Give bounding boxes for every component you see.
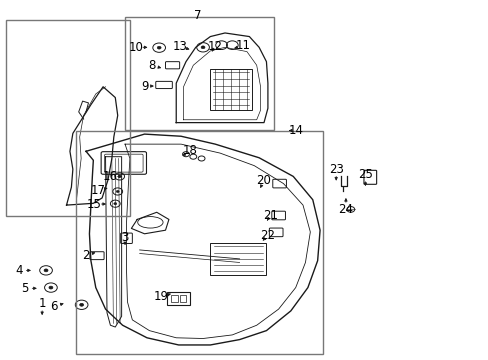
Text: 15: 15 bbox=[87, 198, 102, 211]
Text: 22: 22 bbox=[260, 229, 275, 242]
Circle shape bbox=[116, 190, 119, 193]
Bar bbox=[76, 131, 322, 354]
Text: 24: 24 bbox=[338, 203, 353, 216]
Text: 6: 6 bbox=[50, 300, 58, 313]
Text: 23: 23 bbox=[328, 163, 343, 176]
Bar bbox=[170, 296, 177, 302]
Text: 8: 8 bbox=[148, 59, 155, 72]
Text: 18: 18 bbox=[182, 144, 197, 157]
Bar bbox=[5, 21, 130, 216]
Text: 19: 19 bbox=[154, 290, 169, 303]
Circle shape bbox=[114, 203, 117, 205]
Text: 2: 2 bbox=[82, 249, 90, 262]
Text: 13: 13 bbox=[172, 40, 187, 53]
Circle shape bbox=[118, 175, 121, 177]
Text: 1: 1 bbox=[39, 297, 46, 310]
Bar bbox=[179, 296, 186, 302]
Text: 11: 11 bbox=[236, 39, 250, 52]
Text: 20: 20 bbox=[256, 174, 271, 186]
Circle shape bbox=[201, 46, 204, 49]
Circle shape bbox=[157, 46, 161, 49]
Text: 17: 17 bbox=[91, 184, 105, 197]
Text: 4: 4 bbox=[16, 264, 23, 277]
Text: 5: 5 bbox=[21, 282, 29, 295]
Bar bbox=[210, 69, 251, 110]
Text: 12: 12 bbox=[207, 40, 223, 53]
Text: 3: 3 bbox=[121, 231, 128, 244]
Circle shape bbox=[49, 286, 53, 289]
Text: 7: 7 bbox=[194, 9, 202, 22]
Bar bbox=[210, 243, 266, 275]
Text: 16: 16 bbox=[102, 170, 118, 183]
Text: 9: 9 bbox=[141, 80, 148, 93]
Circle shape bbox=[80, 303, 83, 306]
Text: 14: 14 bbox=[287, 124, 303, 137]
Text: 25: 25 bbox=[357, 168, 372, 181]
Text: 10: 10 bbox=[128, 41, 143, 54]
Bar bbox=[125, 17, 273, 130]
Text: 21: 21 bbox=[263, 210, 277, 222]
Circle shape bbox=[44, 269, 48, 272]
